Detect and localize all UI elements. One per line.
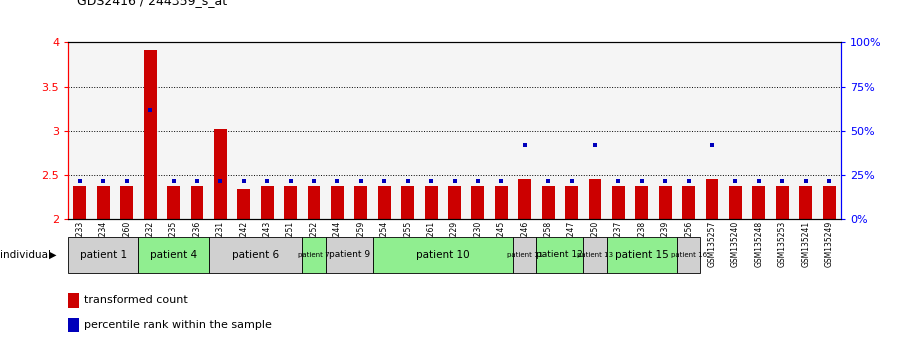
Bar — [513, 237, 536, 273]
Bar — [378, 186, 391, 219]
Bar — [167, 186, 180, 219]
Bar — [518, 179, 531, 219]
Bar — [799, 186, 812, 219]
Bar — [677, 237, 700, 273]
Bar — [565, 186, 578, 219]
Bar — [325, 237, 373, 273]
Bar — [753, 186, 765, 219]
Text: GDS2416 / 244359_s_at: GDS2416 / 244359_s_at — [77, 0, 227, 7]
Bar — [682, 186, 695, 219]
Bar — [307, 186, 321, 219]
Text: patient 9: patient 9 — [328, 250, 370, 259]
Bar — [705, 179, 718, 219]
Text: patient 7: patient 7 — [298, 252, 330, 258]
Bar — [536, 237, 584, 273]
Bar — [144, 50, 156, 219]
Bar — [68, 237, 138, 273]
Bar — [355, 186, 367, 219]
Bar — [472, 186, 484, 219]
Bar — [138, 237, 209, 273]
Bar — [401, 186, 415, 219]
Text: individual: individual — [0, 250, 51, 260]
Bar — [191, 186, 204, 219]
Text: patient 12: patient 12 — [536, 250, 584, 259]
Text: patient 15: patient 15 — [614, 250, 669, 260]
Bar — [588, 179, 602, 219]
Bar — [776, 186, 789, 219]
Bar — [303, 237, 325, 273]
Bar — [237, 188, 250, 219]
Bar — [209, 237, 303, 273]
Text: patient 6: patient 6 — [232, 250, 279, 260]
Bar — [373, 237, 513, 273]
Bar — [68, 318, 79, 332]
Bar — [584, 237, 606, 273]
Bar — [74, 186, 86, 219]
Bar — [285, 186, 297, 219]
Bar — [97, 186, 110, 219]
Text: transformed count: transformed count — [84, 295, 188, 305]
Bar — [68, 293, 79, 308]
Text: ▶: ▶ — [49, 250, 56, 260]
Bar — [494, 186, 508, 219]
Bar — [214, 129, 227, 219]
Bar — [542, 186, 554, 219]
Bar — [659, 186, 672, 219]
Bar — [261, 186, 274, 219]
Text: patient 1: patient 1 — [80, 250, 127, 260]
Text: percentile rank within the sample: percentile rank within the sample — [84, 320, 272, 330]
Text: patient 11: patient 11 — [506, 252, 543, 258]
Bar — [425, 186, 437, 219]
Bar — [635, 186, 648, 219]
Text: patient 4: patient 4 — [150, 250, 197, 260]
Bar — [612, 186, 624, 219]
Bar — [606, 237, 677, 273]
Text: patient 13: patient 13 — [577, 252, 613, 258]
Bar — [120, 186, 133, 219]
Bar — [823, 186, 835, 219]
Text: patient 10: patient 10 — [416, 250, 470, 260]
Bar — [729, 186, 742, 219]
Text: patient 16: patient 16 — [671, 252, 706, 258]
Bar — [448, 186, 461, 219]
Bar — [331, 186, 344, 219]
